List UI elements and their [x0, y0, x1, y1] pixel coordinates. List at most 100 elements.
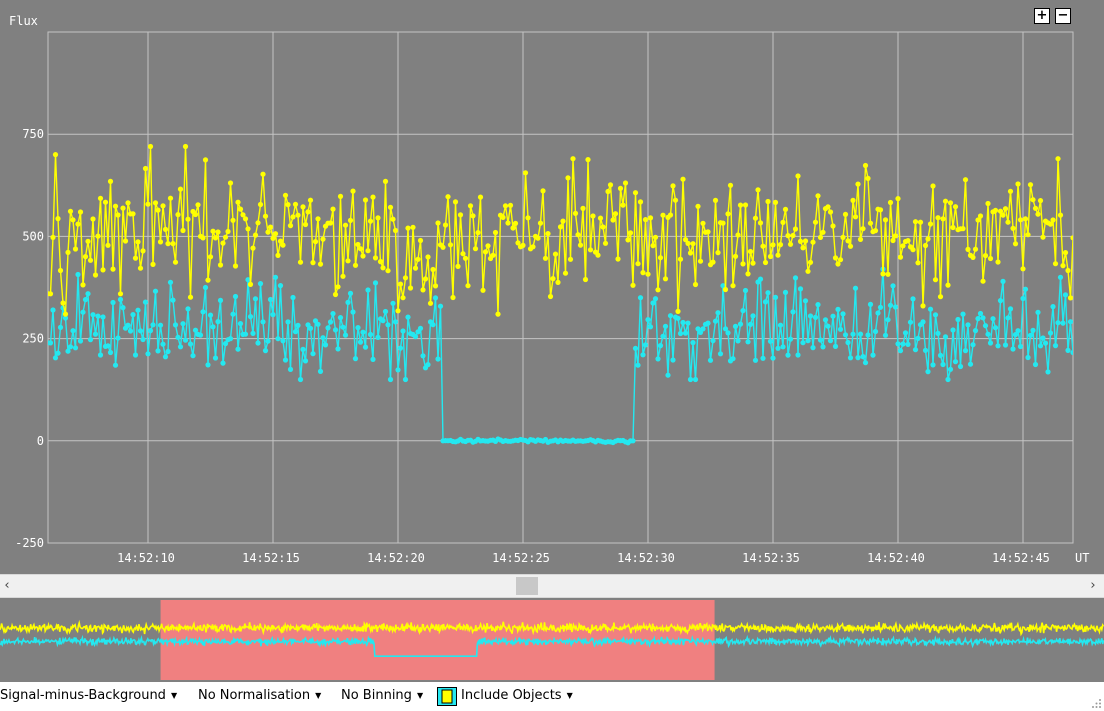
- data-point: [812, 219, 819, 225]
- data-point: [1002, 342, 1009, 348]
- data-point: [172, 259, 179, 265]
- data-point: [117, 291, 124, 297]
- series-color-swatch-icon[interactable]: [437, 687, 457, 706]
- data-point: [1047, 221, 1054, 227]
- data-point: [227, 336, 234, 342]
- scrollbar-thumb[interactable]: [516, 577, 538, 595]
- data-point: [542, 255, 549, 261]
- chevron-down-icon: ▼: [566, 691, 573, 700]
- zoom-out-button[interactable]: −: [1055, 8, 1071, 24]
- data-point: [862, 162, 869, 169]
- data-point: [535, 235, 541, 241]
- data-point: [197, 332, 204, 338]
- data-point: [1002, 206, 1009, 212]
- resize-grip-icon[interactable]: [1092, 699, 1102, 709]
- data-point: [82, 297, 89, 303]
- data-point: [260, 171, 266, 177]
- signal-mode-dropdown[interactable]: Signal-minus-Background ▼: [0, 688, 177, 703]
- data-point: [620, 202, 626, 208]
- data-point: [1020, 295, 1026, 302]
- scroll-left-arrow-icon[interactable]: ‹: [4, 578, 10, 593]
- data-point: [792, 226, 799, 232]
- data-point: [360, 329, 366, 335]
- data-point: [722, 286, 729, 293]
- data-point: [895, 196, 901, 202]
- data-point: [302, 221, 309, 228]
- data-point: [937, 294, 944, 300]
- data-point: [375, 334, 381, 340]
- data-point: [1050, 304, 1056, 310]
- x-tick-label: 14:52:15: [242, 551, 300, 565]
- data-point: [947, 200, 954, 206]
- data-point: [307, 325, 314, 331]
- data-point: [657, 343, 664, 349]
- data-point: [770, 242, 776, 248]
- data-point: [630, 282, 636, 288]
- data-point: [775, 252, 781, 258]
- data-point: [512, 220, 519, 226]
- data-point: [622, 180, 629, 186]
- data-point: [840, 311, 846, 317]
- data-point: [395, 308, 401, 314]
- data-point: [315, 216, 321, 222]
- binning-dropdown[interactable]: No Binning ▼: [341, 688, 423, 703]
- data-point: [972, 328, 979, 334]
- overview-chart[interactable]: [0, 598, 1104, 682]
- data-point: [880, 271, 886, 277]
- data-point: [130, 211, 136, 217]
- data-point: [215, 319, 221, 325]
- data-point: [392, 319, 399, 325]
- data-point: [675, 315, 681, 321]
- data-point: [420, 353, 426, 359]
- data-point: [437, 303, 444, 309]
- data-point: [927, 306, 934, 312]
- data-point: [300, 346, 306, 352]
- data-point: [645, 271, 651, 277]
- data-point: [100, 267, 106, 273]
- data-point: [180, 227, 186, 234]
- data-point: [317, 261, 324, 267]
- data-point: [285, 202, 291, 208]
- data-point: [1040, 335, 1046, 341]
- normalisation-dropdown[interactable]: No Normalisation ▼: [198, 688, 321, 703]
- data-point: [990, 316, 996, 322]
- data-point: [385, 268, 391, 274]
- data-point: [867, 220, 874, 226]
- data-point: [715, 250, 721, 256]
- data-point: [510, 225, 516, 231]
- data-point: [882, 332, 889, 338]
- data-point: [1055, 156, 1061, 162]
- data-point: [655, 287, 661, 293]
- data-point: [162, 354, 169, 360]
- data-point: [80, 282, 86, 288]
- time-scrollbar[interactable]: ‹ ›: [0, 574, 1104, 598]
- data-point: [247, 281, 254, 287]
- data-point: [637, 199, 644, 205]
- data-point: [352, 356, 359, 362]
- zoom-in-button[interactable]: +: [1034, 8, 1050, 24]
- data-point: [607, 182, 614, 188]
- data-point: [222, 234, 229, 240]
- data-point: [225, 228, 231, 235]
- chevron-down-icon: ▼: [170, 691, 178, 700]
- data-point: [350, 309, 356, 315]
- data-point: [915, 335, 921, 341]
- data-point: [952, 204, 959, 210]
- data-point: [967, 361, 974, 367]
- data-point: [682, 330, 689, 336]
- data-point: [827, 209, 834, 215]
- data-point: [717, 351, 724, 357]
- data-point: [945, 282, 951, 288]
- scroll-right-arrow-icon[interactable]: ›: [1090, 578, 1096, 593]
- objects-dropdown[interactable]: Include Objects ▼: [461, 688, 573, 703]
- data-point: [267, 296, 274, 303]
- data-point: [1007, 188, 1014, 194]
- data-point: [857, 236, 864, 242]
- data-point: [165, 241, 171, 247]
- data-point: [600, 224, 606, 230]
- overview-series-line: [0, 634, 1104, 657]
- data-point: [847, 243, 854, 249]
- data-point: [692, 281, 699, 288]
- light-curve-chart[interactable]: 750 500 250 0 -250 14:52:10 14:52:15 14:52:20 14…: [0, 0, 1104, 574]
- data-point: [867, 301, 874, 307]
